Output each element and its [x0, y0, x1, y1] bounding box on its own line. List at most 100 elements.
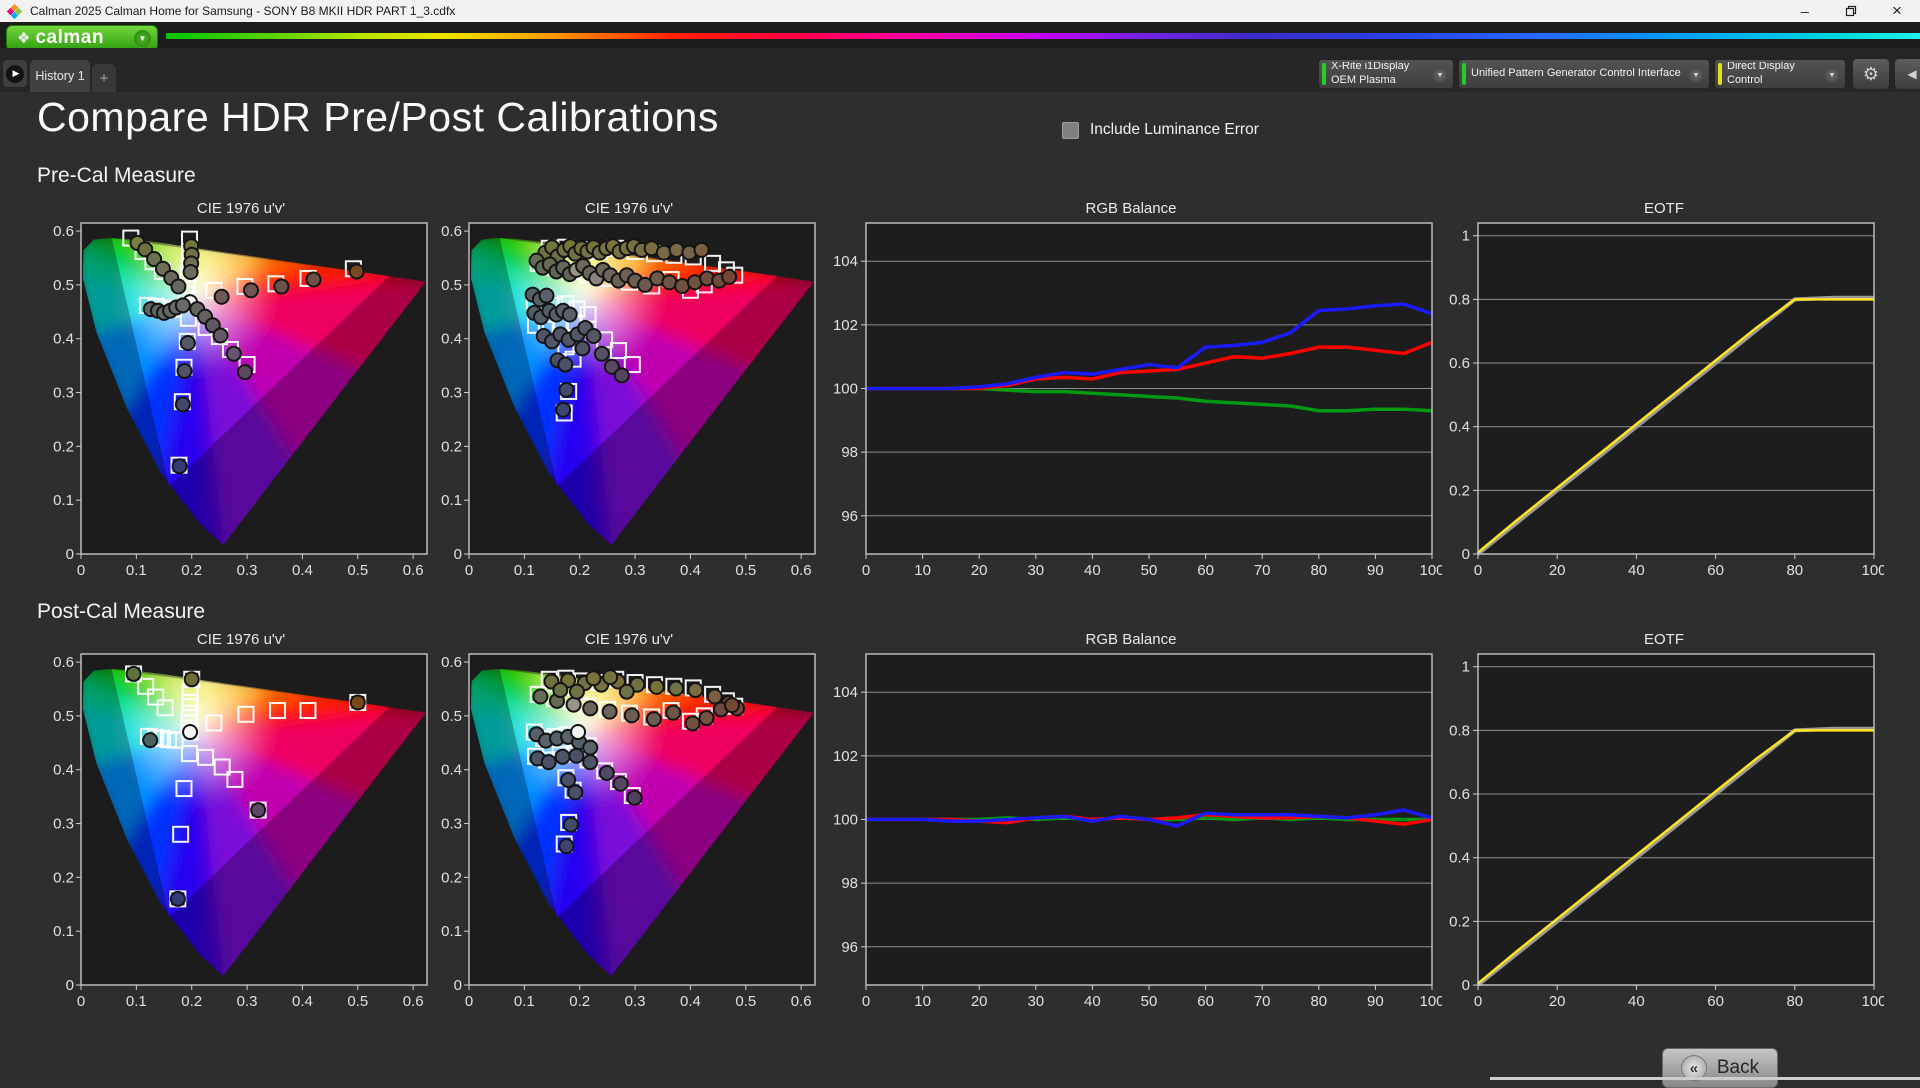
bottom-edge-strip	[1490, 1077, 1920, 1080]
svg-text:0: 0	[465, 993, 473, 1010]
svg-text:70: 70	[1254, 562, 1271, 579]
svg-text:0: 0	[454, 977, 462, 994]
svg-text:0.1: 0.1	[514, 993, 535, 1010]
svg-text:0.3: 0.3	[53, 816, 74, 833]
panel-expand-button[interactable]: ▶	[3, 60, 27, 87]
svg-text:90: 90	[1367, 993, 1384, 1010]
svg-text:80: 80	[1786, 993, 1803, 1010]
svg-text:0.6: 0.6	[403, 993, 424, 1010]
svg-text:0.5: 0.5	[735, 562, 756, 579]
display-status-indicator	[1718, 63, 1722, 85]
svg-text:100: 100	[1419, 993, 1442, 1010]
svg-text:0.6: 0.6	[53, 223, 74, 240]
svg-text:20: 20	[971, 562, 988, 579]
svg-text:90: 90	[1367, 562, 1384, 579]
svg-text:0.3: 0.3	[237, 993, 258, 1010]
gear-icon: ⚙	[1862, 63, 1880, 84]
svg-text:30: 30	[1027, 562, 1044, 579]
svg-text:0: 0	[862, 993, 870, 1010]
back-button[interactable]: « Back	[1662, 1048, 1778, 1088]
svg-text:0.4: 0.4	[441, 762, 462, 779]
svg-text:0.6: 0.6	[441, 223, 462, 240]
svg-text:0.4: 0.4	[1449, 850, 1470, 867]
svg-text:0.1: 0.1	[53, 492, 74, 509]
settings-button[interactable]: ⚙	[1852, 58, 1890, 90]
chart-title: CIE 1976 u'v'	[196, 200, 286, 217]
svg-text:0.3: 0.3	[441, 816, 462, 833]
close-button[interactable]: ×	[1892, 1, 1902, 20]
svg-text:80: 80	[1786, 562, 1803, 579]
svg-text:80: 80	[1310, 993, 1327, 1010]
collapse-panel-button[interactable]: ◀	[1894, 58, 1920, 90]
svg-text:40: 40	[1084, 562, 1101, 579]
chart-title: EOTF	[1644, 200, 1684, 217]
post-cal-cie-chart-1: CIE 1976 u'v' 0 0 0.1 0.1 0.2 0.2 0.3 0.3 0.4 0.4…	[45, 631, 437, 1013]
svg-text:0.2: 0.2	[53, 438, 74, 455]
svg-text:102: 102	[833, 748, 858, 765]
svg-text:0.1: 0.1	[126, 993, 147, 1010]
svg-text:0.5: 0.5	[441, 708, 462, 725]
svg-text:0.5: 0.5	[53, 277, 74, 294]
back-chevrons-icon: «	[1680, 1055, 1707, 1081]
svg-text:100: 100	[1419, 562, 1442, 579]
svg-text:70: 70	[1254, 993, 1271, 1010]
chevron-down-icon[interactable]: ▼	[134, 29, 151, 47]
svg-text:0.1: 0.1	[441, 923, 462, 940]
restore-button[interactable]	[1828, 0, 1874, 22]
svg-text:1: 1	[1462, 228, 1470, 245]
svg-text:10: 10	[914, 993, 931, 1010]
tab-bar: ▶ History 1 + X-Rite i1Display OEM Plasm…	[0, 48, 1920, 92]
svg-text:0.4: 0.4	[441, 331, 462, 348]
pre-cal-rgb-balance-chart: RGB Balance 0 10 20 30 40 50 60 70 80 90 100 96 98 10…	[820, 200, 1442, 582]
svg-text:50: 50	[1141, 993, 1158, 1010]
main-toolbar: ❖ calman ▼	[0, 22, 1920, 51]
svg-text:0.6: 0.6	[791, 562, 812, 579]
minimize-button[interactable]: –	[1801, 3, 1809, 19]
svg-text:0.2: 0.2	[181, 993, 202, 1010]
window-titlebar: Calman 2025 Calman Home for Samsung - SO…	[0, 0, 1920, 22]
svg-text:0: 0	[1474, 993, 1482, 1010]
back-button-label: Back	[1716, 1057, 1760, 1078]
chevron-down-icon[interactable]: ▼	[1432, 67, 1448, 83]
post-cal-section-heading: Post-Cal Measure	[37, 600, 206, 623]
svg-text:20: 20	[1549, 562, 1566, 579]
svg-text:98: 98	[841, 875, 858, 892]
svg-text:0: 0	[465, 562, 473, 579]
svg-text:20: 20	[1549, 993, 1566, 1010]
calman-logo-text: calman	[35, 27, 104, 48]
include-luminance-error-checkbox[interactable]	[1062, 122, 1079, 139]
svg-text:0.2: 0.2	[441, 438, 462, 455]
svg-text:0.3: 0.3	[53, 385, 74, 402]
tab-history-1[interactable]: History 1	[30, 60, 90, 92]
chart-title: RGB Balance	[1085, 631, 1177, 648]
pattern-generator-dropdown[interactable]: Unified Pattern Generator Control Interf…	[1458, 59, 1710, 89]
svg-text:0.1: 0.1	[126, 562, 147, 579]
add-tab-button[interactable]: +	[92, 64, 116, 92]
svg-text:0.2: 0.2	[53, 869, 74, 886]
post-cal-cie-chart-2: CIE 1976 u'v' 0 0 0.1 0.1 0.2 0.2 0.3 0.3 0.4 0.4…	[433, 631, 825, 1013]
svg-text:100: 100	[833, 812, 858, 829]
pre-cal-eotf-chart: EOTF 0 20 40 60 80 100 0 0.2 0.4 0.6 0.8 1	[1444, 200, 1884, 582]
restore-icon	[1845, 5, 1857, 17]
svg-text:98: 98	[841, 444, 858, 461]
svg-text:50: 50	[1141, 562, 1158, 579]
svg-text:102: 102	[833, 317, 858, 334]
svg-text:96: 96	[841, 939, 858, 956]
svg-text:0: 0	[1462, 977, 1470, 994]
display-control-dropdown[interactable]: Direct Display Control ▼	[1714, 59, 1846, 89]
meter-dropdown[interactable]: X-Rite i1Display OEM Plasma ▼	[1318, 59, 1454, 89]
app-icon	[7, 3, 22, 19]
svg-text:0: 0	[1474, 562, 1482, 579]
svg-text:0.1: 0.1	[441, 492, 462, 509]
svg-text:40: 40	[1084, 993, 1101, 1010]
svg-text:0.5: 0.5	[347, 993, 368, 1010]
svg-text:0: 0	[1462, 546, 1470, 563]
chevron-down-icon[interactable]: ▼	[1688, 67, 1704, 83]
chevron-down-icon[interactable]: ▼	[1824, 67, 1840, 83]
svg-text:0.2: 0.2	[569, 993, 590, 1010]
svg-text:60: 60	[1197, 562, 1214, 579]
svg-text:60: 60	[1707, 562, 1724, 579]
svg-text:0.6: 0.6	[403, 562, 424, 579]
meter-dropdown-label: X-Rite i1Display OEM Plasma	[1331, 62, 1410, 86]
svg-text:0.5: 0.5	[347, 562, 368, 579]
